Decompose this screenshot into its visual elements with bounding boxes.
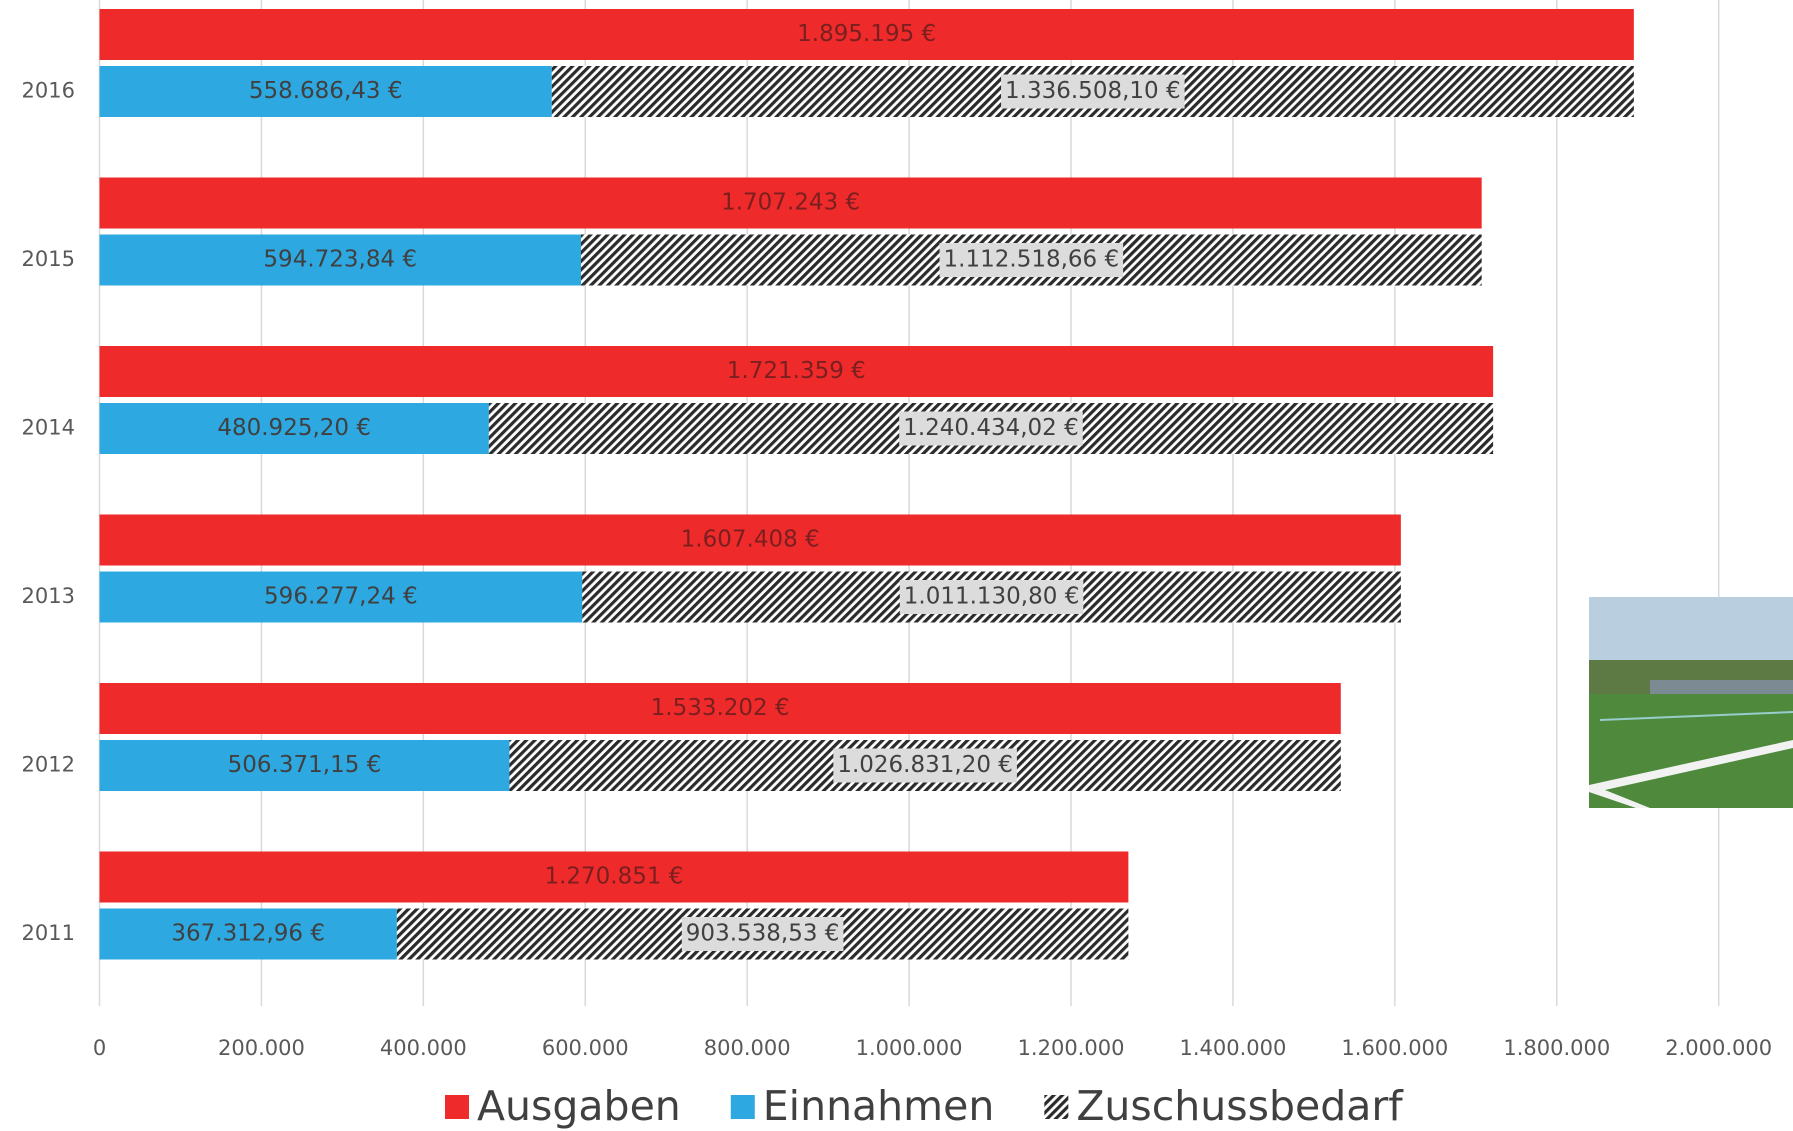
y-tick-label: 2016: [22, 79, 75, 103]
x-tick-label: 1.200.000: [1018, 1036, 1125, 1060]
data-label: 558.686,43 €: [249, 78, 403, 104]
data-label: 1.240.434,02 €: [903, 415, 1079, 441]
x-tick-label: 0: [93, 1036, 106, 1060]
y-tick-label: 2013: [22, 584, 75, 608]
photo: [1589, 597, 1793, 808]
x-tick-label: 400.000: [380, 1036, 467, 1060]
bar: [99, 177, 1482, 229]
x-tick-label: 1.800.000: [1503, 1036, 1610, 1060]
bar: [99, 851, 1129, 903]
bar: [99, 66, 552, 117]
data-label: 1.026.831,20 €: [837, 752, 1013, 778]
bar: [99, 740, 510, 791]
data-label: 1.112.518,66 €: [944, 247, 1120, 273]
data-label: 367.312,96 €: [171, 921, 325, 947]
y-tick-label: 2012: [22, 753, 75, 777]
x-tick-label: 2.000.000: [1665, 1036, 1772, 1060]
x-tick-label: 1.000.000: [856, 1036, 963, 1060]
data-label-bg: [899, 580, 1084, 614]
legend-swatch: [1044, 1095, 1069, 1119]
x-tick-label: 800.000: [704, 1036, 791, 1060]
legend-label: Einnahmen: [763, 1082, 995, 1130]
x-tick-label: 1.600.000: [1341, 1036, 1448, 1060]
x-tick-label: 1.400.000: [1179, 1036, 1286, 1060]
data-label: 480.925,20 €: [217, 415, 371, 441]
data-label: 1.895.195 €: [797, 21, 936, 47]
data-label: 1.707.243 €: [721, 190, 860, 216]
data-label: 506.371,15 €: [228, 752, 382, 778]
data-label: 1.336.508,10 €: [1005, 78, 1181, 104]
grid: [98, 0, 1720, 1006]
bar: [99, 908, 397, 960]
bar: [99, 346, 1494, 397]
bar: [99, 683, 1341, 734]
bar: [99, 403, 489, 454]
bar: [99, 514, 1401, 566]
data-label-bg: [899, 411, 1083, 446]
bar: [99, 571, 583, 623]
legend-label: Ausgaben: [477, 1082, 681, 1130]
data-label: 596.277,24 €: [264, 584, 418, 610]
bar: [99, 234, 581, 286]
x-tick-label: 600.000: [542, 1036, 629, 1060]
data-label: 1.721.359 €: [727, 358, 866, 384]
data-label: 1.607.408 €: [681, 527, 820, 553]
data-label: 1.011.130,80 €: [904, 584, 1080, 610]
legend-swatch: [730, 1095, 755, 1119]
data-label: 1.533.202 €: [651, 695, 790, 721]
legend-swatch: [445, 1095, 469, 1119]
y-tick-label: 2011: [22, 921, 75, 945]
data-label-bg: [1001, 74, 1185, 109]
legend: Ausgaben Einnahmen Zuschussbedarf: [445, 1082, 1404, 1130]
data-label-bg: [833, 748, 1017, 783]
data-label: 594.723,84 €: [263, 247, 417, 273]
data-label-bg: [939, 243, 1124, 277]
data-label: 1.270.851 €: [544, 864, 683, 890]
y-tick-label: 2015: [22, 247, 75, 271]
legend-label: Zuschussbedarf: [1076, 1082, 1404, 1130]
x-tick-label: 200.000: [218, 1036, 305, 1060]
data-label-bg: [681, 917, 844, 951]
bar: [99, 9, 1634, 60]
data-label: 903.538,53 €: [686, 921, 840, 947]
y-tick-label: 2014: [22, 416, 75, 440]
